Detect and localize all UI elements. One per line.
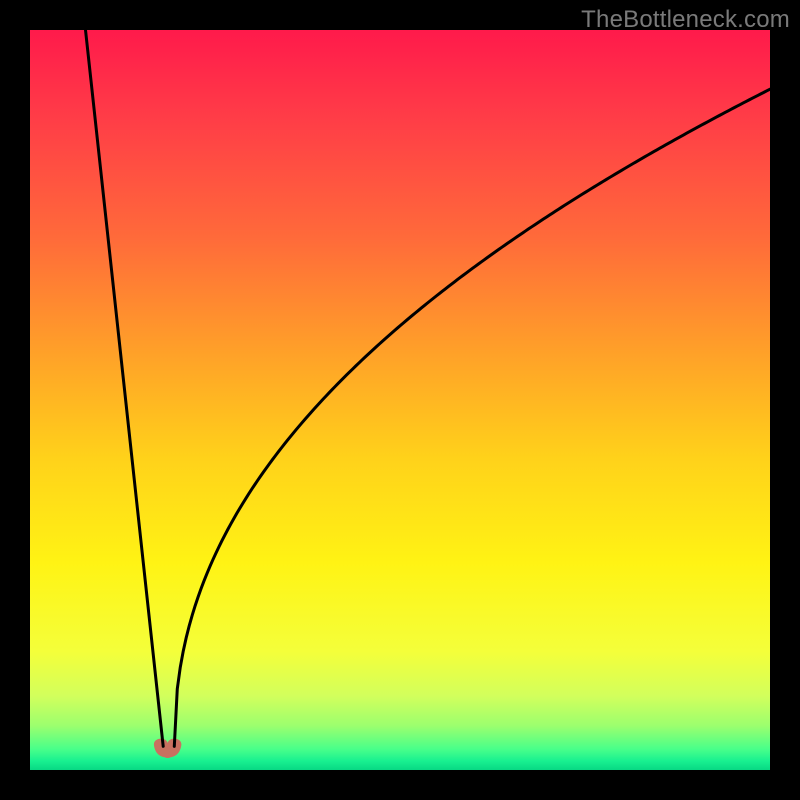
frame-border-bottom (0, 770, 800, 800)
plot-svg (30, 30, 770, 770)
plot-area (30, 30, 770, 770)
frame-border-left (0, 0, 30, 800)
chart-root: TheBottleneck.com (0, 0, 800, 800)
frame-border-right (770, 0, 800, 800)
watermark-text: TheBottleneck.com (581, 6, 790, 34)
gradient-background (30, 30, 770, 770)
